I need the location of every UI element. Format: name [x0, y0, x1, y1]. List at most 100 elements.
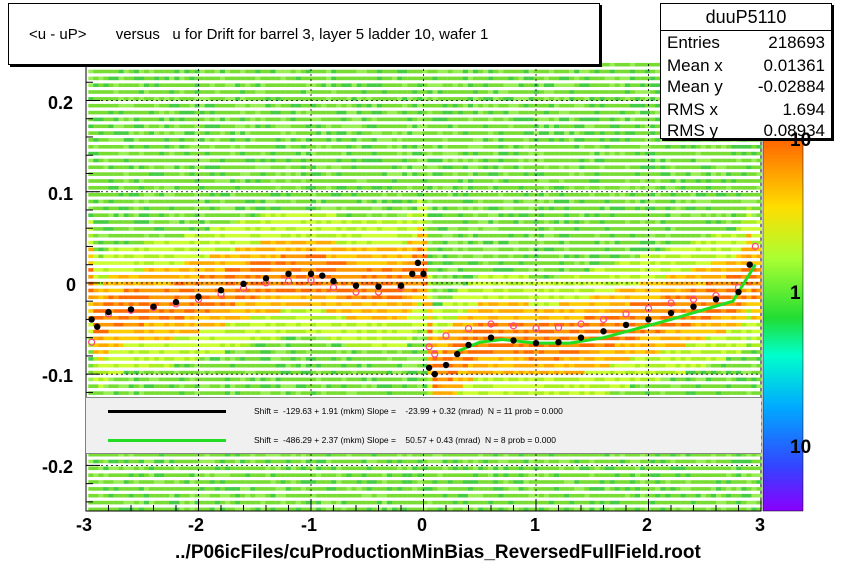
heat-cell: [149, 213, 154, 217]
heat-cell: [129, 275, 134, 279]
heat-cell: [417, 241, 422, 245]
heat-cell: [286, 467, 291, 471]
heat-cell: [179, 77, 184, 81]
heat-cell: [144, 138, 149, 142]
heat-cell: [205, 337, 210, 341]
heat-cell: [443, 384, 448, 388]
heat-cell: [220, 207, 225, 211]
heat-cell: [276, 337, 281, 341]
heat-cell: [291, 316, 296, 320]
heat-cell: [159, 186, 164, 190]
heat-cell: [164, 391, 169, 395]
heat-cell: [134, 330, 139, 334]
heat-cell: [392, 487, 397, 491]
heat-cell: [174, 384, 179, 388]
heat-cell: [245, 131, 250, 135]
heat-cell: [407, 166, 412, 170]
heat-cell: [453, 480, 458, 484]
heat-cell: [164, 227, 169, 231]
heat-cell: [114, 234, 119, 238]
heat-cell: [326, 70, 331, 74]
heat-cell: [119, 207, 124, 211]
heat-cell: [306, 337, 311, 341]
heat-cell: [265, 357, 270, 361]
heat-cell: [164, 268, 169, 272]
heat-cell: [109, 138, 114, 142]
heat-cell: [139, 289, 144, 293]
heat-cell: [164, 501, 169, 505]
heat-cell: [367, 473, 372, 477]
heat-cell: [276, 494, 281, 498]
heat-cell: [291, 275, 296, 279]
heat-cell: [336, 207, 341, 211]
heat-cell: [458, 378, 463, 382]
heat-cell: [225, 248, 230, 252]
heat-cell: [281, 467, 286, 471]
heat-cell: [382, 480, 387, 484]
heat-cell: [448, 494, 453, 498]
heat-cell: [260, 330, 265, 334]
heat-cell: [458, 241, 463, 245]
heat-cell: [382, 90, 387, 94]
heat-cell: [139, 159, 144, 163]
heat-cell: [316, 261, 321, 265]
heat-cell: [250, 138, 255, 142]
heat-cell: [169, 179, 174, 183]
heat-cell: [291, 384, 296, 388]
heat-cell: [119, 118, 124, 122]
heat-cell: [362, 200, 367, 204]
heat-cell: [195, 378, 200, 382]
heat-cell: [438, 234, 443, 238]
heat-cell: [149, 364, 154, 368]
heat-cell: [276, 179, 281, 183]
heat-cell: [210, 104, 215, 108]
heat-cell: [154, 268, 159, 272]
heat-cell: [230, 213, 235, 217]
heat-cell: [98, 296, 103, 300]
heat-cell: [88, 90, 93, 94]
heat-cell: [463, 261, 468, 265]
heat-cell: [88, 296, 93, 300]
heat-cell: [392, 330, 397, 334]
heat-cell: [119, 111, 124, 115]
heat-cell: [468, 350, 473, 354]
heat-cell: [215, 364, 220, 368]
heat-cell: [124, 487, 129, 491]
heat-cell: [326, 248, 331, 252]
heat-cell: [88, 378, 93, 382]
heat-cell: [235, 145, 240, 149]
heat-cell: [357, 70, 362, 74]
heat-cell: [448, 275, 453, 279]
heat-cell: [377, 357, 382, 361]
heat-cell: [468, 494, 473, 498]
heat-cell: [311, 248, 316, 252]
heat-cell: [235, 159, 240, 163]
heat-cell: [154, 467, 159, 471]
heat-cell: [397, 337, 402, 341]
heat-cell: [235, 138, 240, 142]
heat-cell: [291, 152, 296, 156]
heat-cell: [235, 282, 240, 286]
heat-cell: [422, 296, 427, 300]
heat-cell: [367, 460, 372, 464]
heat-cell: [235, 316, 240, 320]
heat-cell: [164, 289, 169, 293]
heat-cell: [402, 193, 407, 197]
heat-cell: [205, 138, 210, 142]
heat-cell: [367, 364, 372, 368]
heat-cell: [154, 186, 159, 190]
heat-cell: [184, 125, 189, 129]
heat-cell: [311, 255, 316, 259]
heat-cell: [382, 282, 387, 286]
heat-cell: [159, 70, 164, 74]
heat-cell: [281, 70, 286, 74]
heat-cell: [412, 384, 417, 388]
heat-cell: [179, 83, 184, 87]
heat-cell: [367, 186, 372, 190]
heat-cell: [392, 118, 397, 122]
heat-cell: [321, 248, 326, 252]
heat-cell: [265, 391, 270, 395]
heat-cell: [448, 186, 453, 190]
heat-cell: [296, 111, 301, 115]
heat-cell: [210, 289, 215, 293]
